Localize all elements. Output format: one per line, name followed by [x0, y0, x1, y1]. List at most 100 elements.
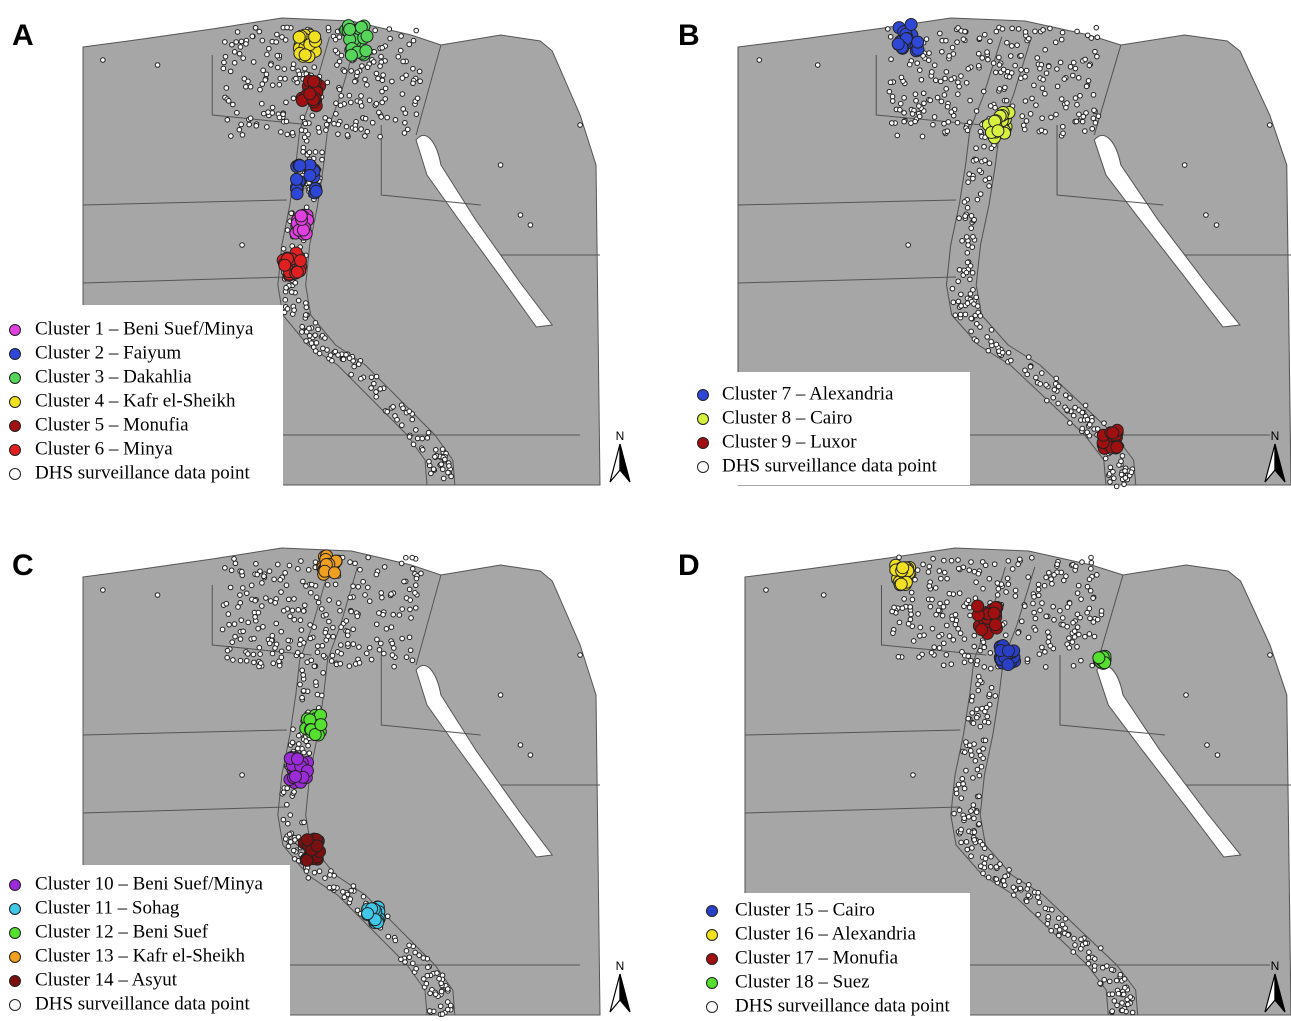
north-label: N [616, 959, 625, 973]
data-point [970, 775, 976, 781]
data-point [1077, 92, 1083, 99]
data-point [1003, 97, 1010, 104]
data-point [404, 126, 411, 133]
data-point [343, 351, 349, 358]
data-point [402, 959, 408, 965]
data-point [264, 124, 270, 130]
data-point [929, 596, 935, 603]
data-point [371, 49, 378, 55]
data-point [303, 868, 310, 874]
data-point [308, 581, 315, 588]
data-point [390, 611, 397, 618]
data-point [425, 429, 432, 436]
data-point [306, 750, 313, 757]
data-point [955, 781, 962, 788]
data-point [973, 321, 980, 327]
data-point [919, 133, 926, 140]
data-point [1014, 42, 1020, 48]
data-point [253, 122, 260, 129]
data-point [1050, 394, 1057, 401]
data-point [1025, 35, 1032, 42]
data-point [1108, 966, 1115, 973]
data-point [1055, 915, 1062, 921]
data-point [221, 59, 227, 66]
data-point [326, 117, 333, 124]
data-point [1082, 633, 1088, 640]
data-point [1004, 575, 1011, 582]
data-point [1035, 894, 1041, 900]
data-point [154, 592, 161, 598]
data-point [1073, 118, 1080, 125]
data-point [327, 566, 341, 580]
data-point [926, 583, 933, 589]
data-point [1035, 592, 1042, 599]
data-point [888, 56, 894, 63]
data-point [444, 986, 451, 992]
data-point [396, 612, 403, 618]
data-point [964, 249, 971, 256]
data-point [329, 652, 336, 659]
data-point [1046, 569, 1052, 576]
data-point [293, 254, 307, 268]
data-point [348, 99, 354, 106]
data-point [306, 325, 312, 332]
data-point [962, 28, 968, 35]
data-point [445, 469, 451, 476]
data-point [444, 999, 451, 1005]
data-point [1121, 481, 1127, 488]
data-point [337, 642, 344, 648]
data-point [354, 613, 361, 619]
data-point [894, 132, 901, 139]
data-point [994, 592, 1001, 598]
data-point [1075, 74, 1082, 81]
data-point [318, 606, 325, 612]
legend-symbol [9, 444, 21, 456]
data-point [1075, 582, 1082, 589]
data-point [343, 618, 350, 624]
data-point [999, 349, 1006, 356]
data-point [311, 624, 317, 630]
data-point [352, 560, 358, 567]
data-point [980, 755, 986, 762]
data-point [346, 92, 353, 99]
data-point [936, 633, 942, 640]
data-point [295, 606, 302, 613]
data-point [1084, 429, 1090, 436]
legend-label: Cluster 4 – Kafr el-Sheikh [35, 390, 236, 411]
data-point [943, 651, 950, 658]
data-point [971, 301, 977, 307]
data-point [283, 118, 290, 125]
data-point [358, 93, 364, 99]
data-point [1033, 374, 1039, 381]
data-point [1114, 1002, 1120, 1009]
data-point [264, 51, 270, 58]
data-point [1070, 949, 1077, 955]
data-point [967, 291, 974, 297]
data-point [1055, 383, 1062, 390]
legend-symbol [9, 468, 21, 480]
data-point [343, 123, 350, 130]
data-point [971, 599, 985, 613]
data-point [1111, 475, 1117, 482]
data-point [302, 120, 309, 127]
data-point [241, 75, 248, 82]
data-point [1059, 921, 1066, 928]
data-point [1018, 618, 1025, 625]
data-point [993, 28, 1000, 35]
data-point [448, 473, 454, 480]
data-point [312, 348, 319, 354]
data-point [420, 976, 427, 982]
data-point [439, 466, 446, 473]
data-point [917, 633, 923, 639]
legend-label: DHS surveillance data point [35, 993, 250, 1014]
data-point [252, 597, 258, 604]
data-point [1080, 113, 1087, 120]
data-point [1062, 925, 1068, 931]
data-point [300, 672, 307, 678]
data-point [923, 36, 930, 42]
data-point [246, 121, 253, 128]
data-point [950, 299, 957, 306]
data-point [1002, 873, 1008, 880]
data-point [313, 679, 319, 685]
boundary [415, 574, 442, 666]
